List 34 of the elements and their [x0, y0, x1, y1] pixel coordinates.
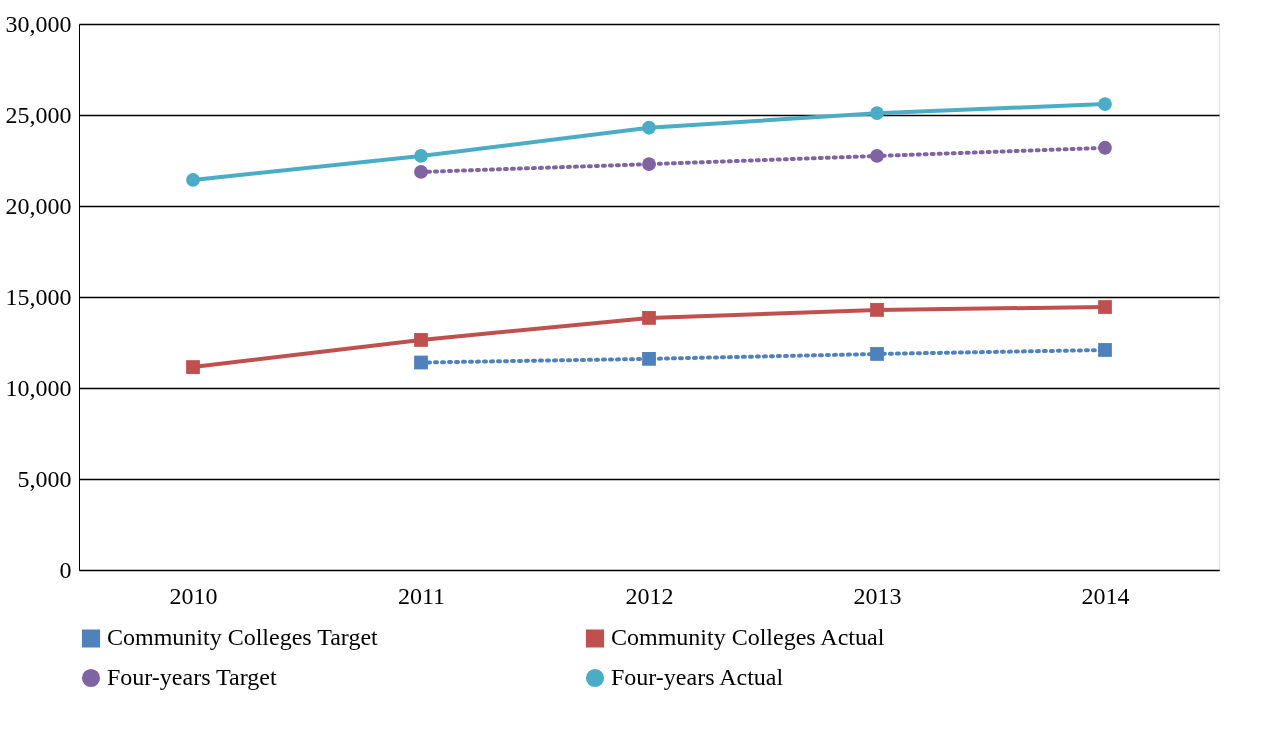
point	[414, 355, 428, 370]
x-tick-label: 2012	[625, 582, 674, 609]
point	[870, 347, 884, 361]
y-tick-label: 0	[59, 556, 72, 583]
point	[186, 360, 200, 374]
point	[1098, 300, 1112, 314]
y-tick-label: 20,000	[5, 192, 72, 219]
point	[1098, 343, 1112, 357]
x-tick-label: 2014	[1081, 582, 1130, 609]
point	[642, 120, 656, 135]
point	[414, 165, 428, 179]
point	[642, 351, 656, 366]
point	[1098, 97, 1112, 111]
legend-label: Four-years Actual	[611, 664, 784, 690]
y-tick-label: 10,000	[5, 374, 72, 401]
legend-label: Community Colleges Target	[107, 624, 379, 651]
y-tick-label: 30,000	[5, 10, 72, 37]
point	[870, 106, 884, 121]
point	[1098, 140, 1112, 155]
point	[414, 333, 428, 347]
point	[642, 311, 656, 325]
x-tick-label: 2011	[397, 582, 446, 609]
point	[414, 149, 428, 163]
x-tick-label: 2013	[853, 582, 902, 609]
legend-label: Community Colleges Actual	[611, 624, 885, 651]
point	[186, 173, 200, 187]
point	[870, 303, 884, 317]
y-tick-label: 15,000	[5, 283, 72, 310]
legend-label: Four-years Target	[107, 664, 277, 690]
point	[870, 149, 884, 163]
x-tick-label: 2010	[169, 582, 218, 609]
y-tick-label: 5,000	[17, 465, 72, 492]
point	[642, 157, 656, 172]
y-tick-label: 25,000	[5, 101, 72, 128]
